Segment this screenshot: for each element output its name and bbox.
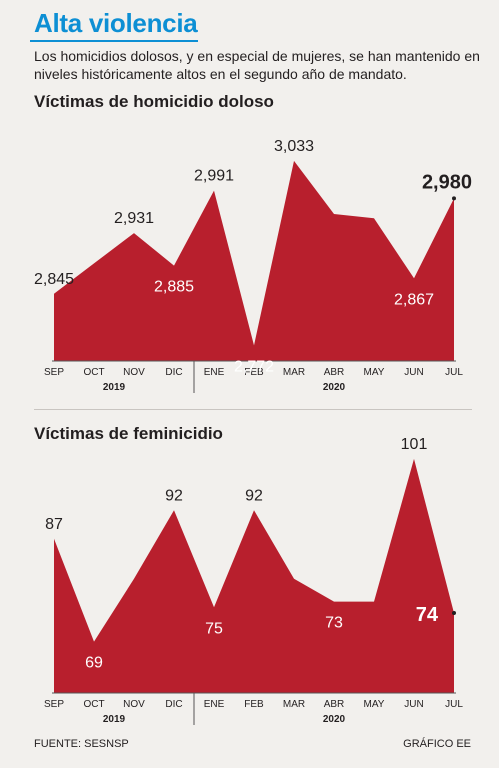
feminicide-chart-svg: SEP OCT NOV DIC ENE FEB MAR ABR MAY JUN JUL 2019 202… xyxy=(44,436,463,725)
x-tick-label: ENE xyxy=(204,367,225,378)
data-label: 2,980 xyxy=(422,171,472,193)
area-series xyxy=(54,458,454,693)
x-tick-label: MAY xyxy=(364,699,385,710)
x-tick-label: FEB xyxy=(244,699,264,710)
x-tick-label: DIC xyxy=(165,699,182,710)
data-label: 75 xyxy=(205,620,223,637)
data-label: 2,931 xyxy=(114,210,154,227)
x-tick-label: MAR xyxy=(283,367,305,378)
x-tick-label: NOV xyxy=(123,367,145,378)
source-note: FUENTE: SESNSP xyxy=(34,738,129,750)
data-label: 2,845 xyxy=(34,271,74,288)
data-label: 69 xyxy=(85,655,103,672)
x-tick-label: MAR xyxy=(283,699,305,710)
homicide-chart-title: Víctimas de homicidio doloso xyxy=(34,92,274,111)
last-point-marker xyxy=(452,196,456,201)
data-label: 92 xyxy=(165,487,183,504)
x-tick-label: OCT xyxy=(83,699,104,710)
last-point-marker xyxy=(452,611,456,616)
data-label: 92 xyxy=(245,487,263,504)
x-tick-label: JUL xyxy=(445,367,463,378)
year-label: 2020 xyxy=(323,714,346,725)
page-subtitle: Los homicidios dolosos, y en especial de… xyxy=(34,48,480,82)
data-label: 3,033 xyxy=(274,138,314,155)
homicide-chart: Víctimas de homicidio doloso SEP OCT NOV DI… xyxy=(0,92,499,402)
feminicide-chart: Víctimas de feminicidio SEP OCT NOV DIC ENE F… xyxy=(0,424,499,725)
x-tick-label: SEP xyxy=(44,367,64,378)
data-label: 73 xyxy=(325,615,343,632)
x-tick-label: SEP xyxy=(44,699,64,710)
data-label: 2,991 xyxy=(194,168,234,185)
data-label: 2,772 xyxy=(234,358,274,375)
x-tick-label: NOV xyxy=(123,699,145,710)
graphic-credit: GRÁFICO EE xyxy=(403,738,471,750)
x-tick-label: ABR xyxy=(324,367,345,378)
x-tick-label: JUL xyxy=(445,699,463,710)
area-series xyxy=(54,160,454,361)
year-label: 2019 xyxy=(103,714,126,725)
data-label: 2,885 xyxy=(154,279,194,296)
x-tick-label: FEB xyxy=(244,367,264,378)
chart-divider xyxy=(34,409,472,410)
x-tick-label: OCT xyxy=(83,367,104,378)
feminicide-chart-title: Víctimas de feminicidio xyxy=(34,424,223,443)
year-label: 2020 xyxy=(323,382,346,393)
title-underline xyxy=(30,40,198,42)
x-tick-label: ENE xyxy=(204,699,225,710)
x-tick-label: MAY xyxy=(364,367,385,378)
year-label: 2019 xyxy=(103,382,126,393)
page-title: Alta violencia xyxy=(34,8,198,38)
data-label: 87 xyxy=(45,516,63,533)
data-label: 101 xyxy=(401,436,428,453)
data-label: 2,867 xyxy=(394,291,434,308)
x-tick-label: JUN xyxy=(404,699,423,710)
x-tick-label: ABR xyxy=(324,699,345,710)
homicide-chart-svg: SEP OCT NOV DIC ENE FEB MAR ABR MAY JUN JUL 2019 202… xyxy=(34,138,472,393)
x-tick-label: JUN xyxy=(404,367,423,378)
data-label: 74 xyxy=(416,604,439,626)
x-tick-label: DIC xyxy=(165,367,182,378)
